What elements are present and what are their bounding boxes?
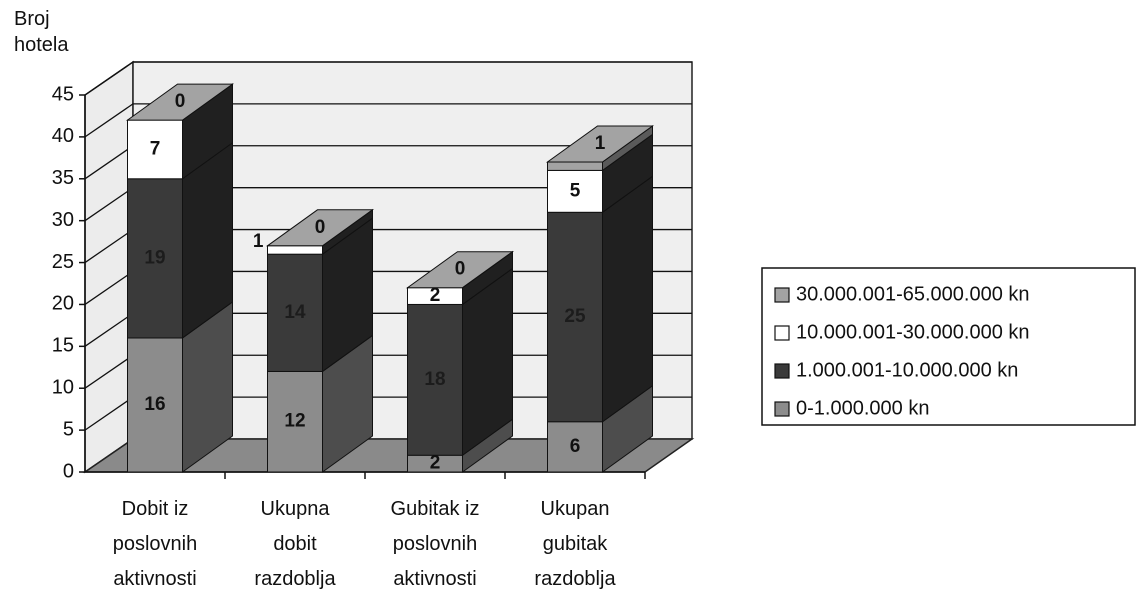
- value-label: 12: [284, 411, 305, 432]
- x-tick-label: Ukupan gubitak razdoblja: [534, 498, 616, 590]
- bar-segment: [267, 370, 323, 473]
- y-tick-label: 10: [52, 377, 74, 399]
- bar-side: [602, 175, 653, 423]
- y-tick-label: 5: [63, 418, 74, 440]
- y-tick-label: 40: [52, 125, 74, 147]
- x-tick-label: Gubitak iz poslovnih aktivnosti: [391, 498, 480, 590]
- value-label: 16: [144, 394, 165, 415]
- legend: [761, 267, 1136, 426]
- value-label: 1: [595, 133, 606, 154]
- bar-top: [265, 209, 375, 247]
- legend-label: 0-1.000.000 kn: [796, 397, 929, 419]
- value-label: 6: [570, 436, 581, 457]
- value-label: 2: [430, 285, 441, 306]
- y-tick-label: 20: [52, 293, 74, 315]
- value-label: 18: [424, 369, 445, 390]
- x-tick-label: Ukupna dobit razdoblja: [254, 498, 336, 590]
- legend-swatch: [774, 325, 790, 341]
- value-label: 25: [564, 306, 586, 327]
- y-tick-label: 15: [52, 335, 74, 357]
- legend-label: 30.000.001-65.000.000 kn: [796, 283, 1030, 305]
- value-label: 14: [284, 302, 306, 323]
- y-tick-label: 0: [63, 460, 74, 482]
- grid-line: [84, 103, 692, 138]
- y-tick-label: 30: [52, 209, 74, 231]
- bar-segment: [127, 337, 183, 473]
- bar-segment: [127, 119, 183, 180]
- value-label: 0: [455, 259, 466, 280]
- value-label: 0: [175, 91, 186, 112]
- y-axis-title: Broj hotela: [14, 8, 69, 56]
- bar-top: [545, 125, 655, 163]
- bar-segment: [547, 211, 603, 423]
- legend-swatch: [774, 363, 790, 379]
- legend-label: 1.000.001-10.000.000 kn: [796, 359, 1018, 381]
- bar-segment: [547, 161, 603, 171]
- bar-segment: [267, 245, 323, 255]
- value-label: 7: [150, 138, 161, 159]
- legend-label: 10.000.001-30.000.000 kn: [796, 321, 1030, 343]
- left-wall: [84, 60, 134, 474]
- grid-line: [84, 61, 692, 96]
- legend-swatch: [774, 287, 790, 303]
- value-label: 5: [570, 180, 581, 201]
- value-label: 19: [144, 247, 165, 268]
- y-tick-label: 35: [52, 167, 74, 189]
- bar-top: [405, 251, 515, 289]
- bar-segment: [127, 178, 183, 339]
- y-tick-label: 25: [52, 251, 74, 273]
- y-tick-label: 45: [52, 83, 74, 105]
- bar-top: [125, 83, 235, 121]
- value-label: 0: [315, 217, 326, 238]
- value-label: 1: [253, 231, 264, 252]
- x-tick-label: Dobit iz poslovnih aktivnosti: [113, 498, 198, 590]
- legend-swatch: [774, 401, 790, 417]
- bar-segment: [267, 253, 323, 372]
- value-label: 2: [430, 453, 441, 474]
